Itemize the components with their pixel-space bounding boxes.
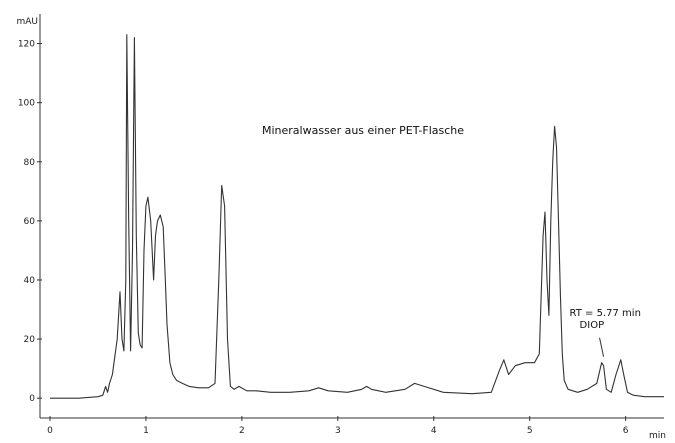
- y-tick-label: 60: [24, 217, 36, 227]
- x-axis-ticks: 0 1 2 3 4 5 6: [47, 416, 629, 436]
- y-axis-unit-label: mAU: [16, 17, 38, 27]
- x-tick-label: 2: [239, 426, 245, 436]
- y-tick-label: 80: [24, 158, 36, 168]
- y-tick-label: 100: [18, 99, 35, 109]
- x-tick-label: 6: [623, 426, 629, 436]
- x-axis-unit-label: min: [649, 431, 666, 441]
- x-tick-label: 4: [431, 426, 437, 436]
- y-tick-label: 0: [29, 394, 35, 404]
- y-tick-label: 20: [24, 335, 36, 345]
- y-tick-label: 40: [24, 276, 36, 286]
- y-tick-label: 120: [18, 40, 35, 50]
- x-tick-label: 3: [335, 426, 341, 436]
- x-tick-label: 5: [527, 426, 533, 436]
- y-axis-ticks: 0 20 40 60 80 100 120: [18, 40, 42, 404]
- chart-title: Mineralwasser aus einer PET-Flasche: [262, 124, 464, 137]
- x-tick-label: 0: [47, 426, 53, 436]
- annotation-label-compound: DIOP: [580, 320, 605, 331]
- annotation-pointer: [599, 337, 605, 357]
- chromatogram-trace: [50, 34, 664, 399]
- x-tick-label: 1: [143, 426, 149, 436]
- annotation-label-rt: RT = 5.77 min: [570, 308, 641, 319]
